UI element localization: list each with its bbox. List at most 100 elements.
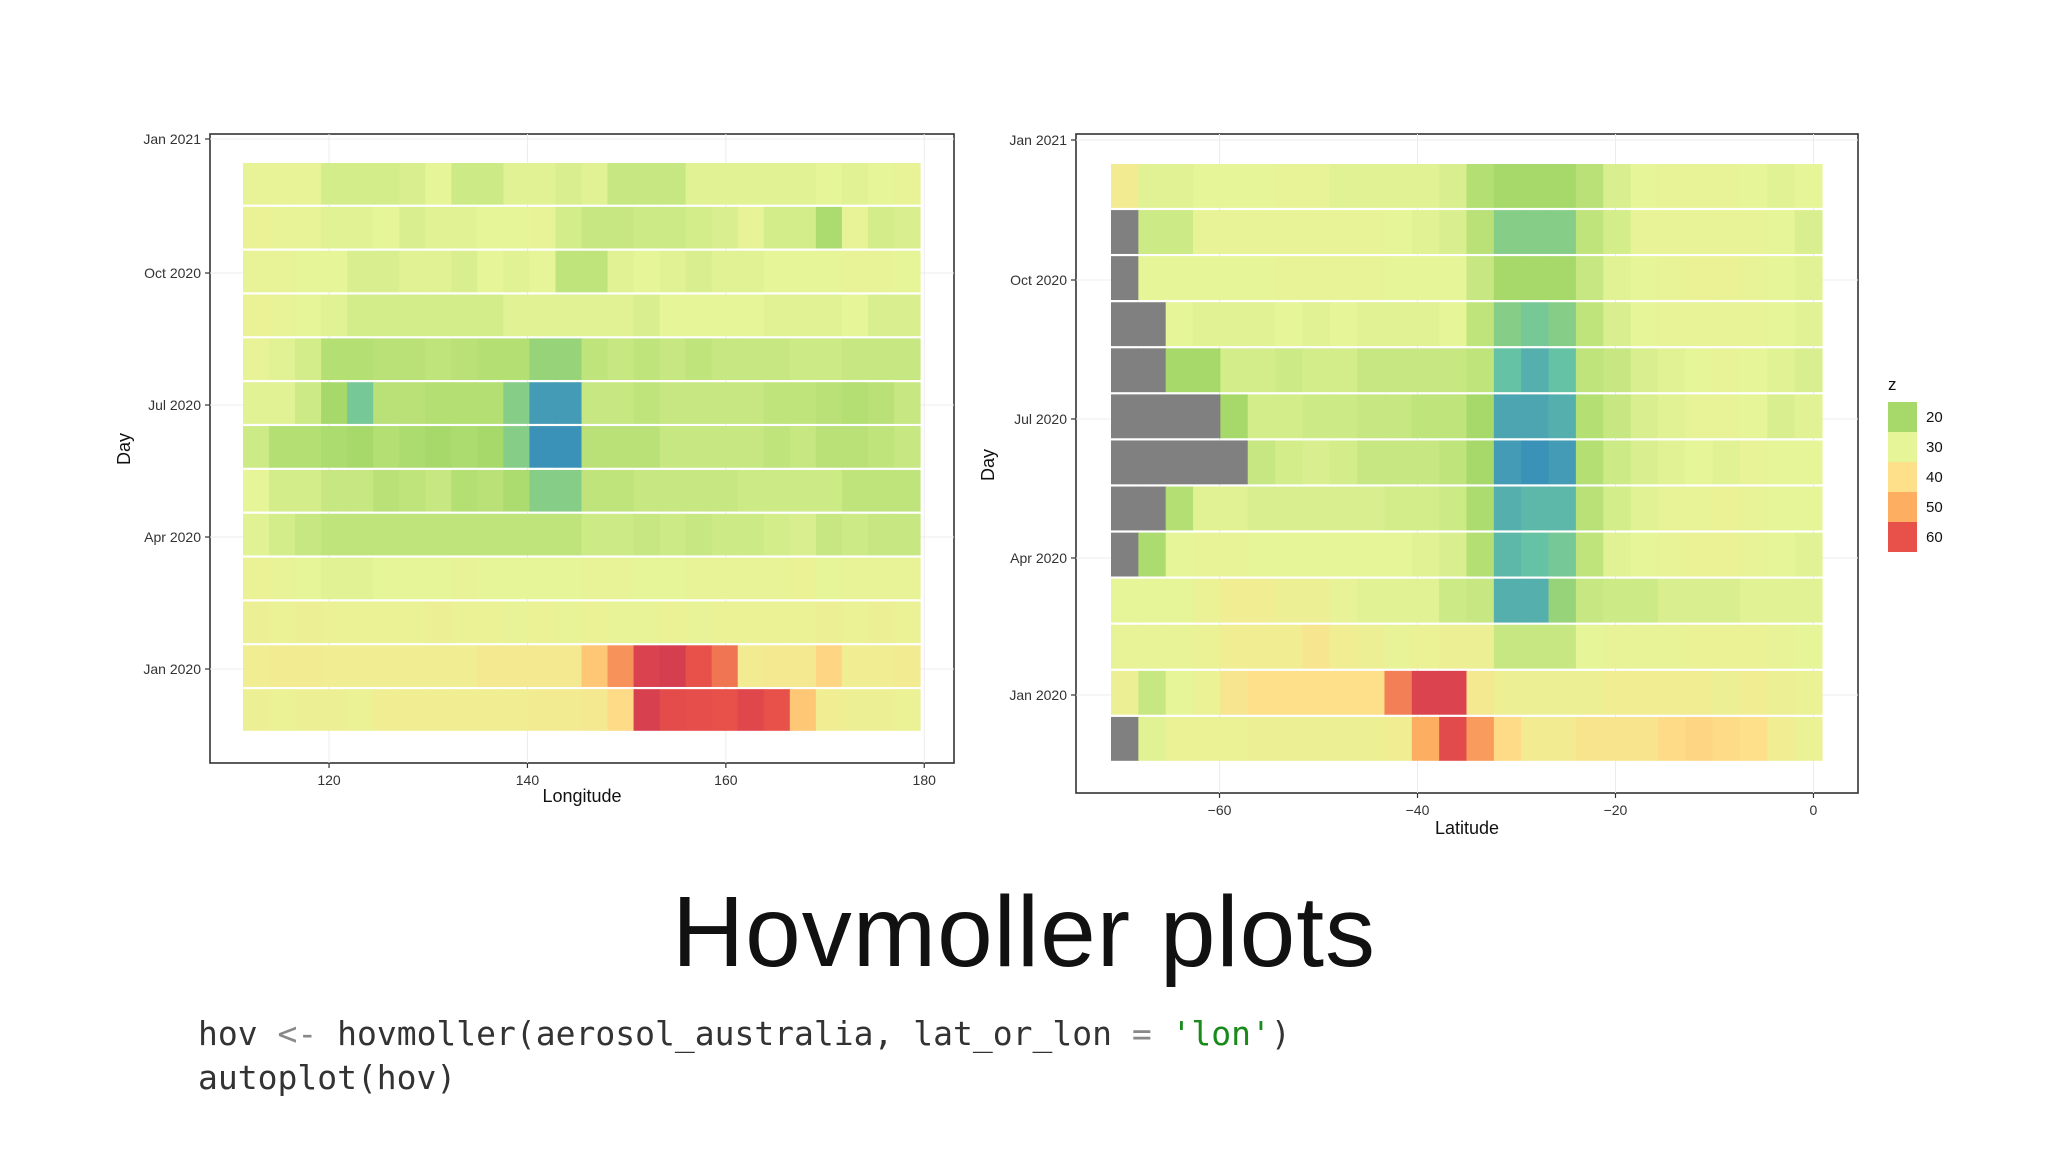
heatmap-cell <box>529 601 557 644</box>
heatmap-cell <box>1739 624 1768 669</box>
heatmap-cell <box>1275 486 1304 531</box>
heatmap-cell <box>841 294 869 337</box>
heatmap-cell <box>1767 716 1796 761</box>
heatmap-cell <box>1411 440 1440 485</box>
heatmap-cell <box>529 426 557 468</box>
heatmap-cell <box>867 206 895 249</box>
heatmap-cell <box>503 206 531 249</box>
heatmap-cell <box>243 382 270 424</box>
heatmap-cell <box>269 601 296 644</box>
heatmap-cell <box>815 382 843 424</box>
heatmap-cell <box>815 338 843 381</box>
heatmap-cell <box>1220 394 1249 439</box>
heatmap-cell <box>1493 440 1522 485</box>
heatmap-cell <box>763 601 791 644</box>
heatmap-cell <box>321 601 348 644</box>
heatmap-cell <box>321 163 348 205</box>
heatmap-cell <box>1384 486 1413 531</box>
heatmap-cell <box>893 469 921 512</box>
heatmap-cell <box>1384 302 1413 347</box>
heatmap-cell <box>607 513 635 556</box>
heatmap-cell <box>789 294 817 337</box>
heatmap-cell <box>1165 716 1194 761</box>
heatmap-cell <box>1712 302 1741 347</box>
code-line-1: hov <- hovmoller(aerosol_australia, lat_… <box>198 1012 1291 1056</box>
heatmap-cell <box>373 294 400 337</box>
heatmap-cell <box>529 513 557 556</box>
heatmap-cell <box>1548 578 1577 623</box>
heatmap-cell <box>1739 578 1768 623</box>
heatmap-cell <box>1712 486 1741 531</box>
heatmap-cell <box>841 689 869 731</box>
heatmap-cell <box>1329 164 1358 208</box>
heatmap-cell <box>503 426 531 468</box>
heatmap-cell <box>1466 302 1495 347</box>
heatmap-cell <box>1603 624 1632 669</box>
heatmap-cell <box>763 294 791 337</box>
heatmap-cell <box>269 513 296 556</box>
heatmap-cell <box>1603 670 1632 715</box>
heatmap-cell <box>1138 578 1167 623</box>
code-line-2: autoplot(hov) <box>198 1058 457 1097</box>
heatmap-cell <box>1329 348 1358 393</box>
heatmap-cell <box>1111 348 1139 393</box>
heatmap-cell <box>1575 578 1604 623</box>
heatmap-cell <box>815 294 843 337</box>
heatmap-cell <box>1247 348 1276 393</box>
heatmap-cell <box>1767 440 1796 485</box>
heatmap-cell <box>1384 532 1413 577</box>
heatmap-cell <box>269 689 296 731</box>
heatmap-cell <box>451 163 478 205</box>
heatmap-cell <box>659 469 687 512</box>
heatmap-cell <box>373 338 400 381</box>
heatmap-cell <box>503 250 531 293</box>
heatmap-cell <box>1275 394 1304 439</box>
heatmap-cell <box>1247 164 1276 208</box>
heatmap-cell <box>321 426 348 468</box>
heatmap-cell <box>1685 302 1714 347</box>
heatmap-cell <box>1739 302 1768 347</box>
heatmap-cell <box>373 426 400 468</box>
heatmap-cell <box>1657 210 1686 254</box>
heatmap-cell <box>1739 348 1768 393</box>
heatmap-cell <box>607 382 635 424</box>
heatmap-cell <box>685 294 713 337</box>
code-token: hov <box>198 1014 258 1053</box>
heatmap-cell <box>1630 210 1659 254</box>
heatmap-cell <box>425 426 452 468</box>
heatmap-cell <box>1439 624 1468 669</box>
heatmap-cell <box>659 250 687 293</box>
heatmap-cell <box>1165 302 1194 347</box>
heatmap-cell <box>1712 624 1741 669</box>
heatmap-cell <box>1193 164 1221 208</box>
heatmap-cell <box>893 382 921 424</box>
heatmap-cell <box>1302 394 1331 439</box>
heatmap-cell <box>659 338 687 381</box>
heatmap-cell <box>451 250 478 293</box>
heatmap-cell <box>269 163 296 205</box>
heatmap-cell <box>1111 302 1139 347</box>
heatmap-cell <box>1275 624 1304 669</box>
heatmap-cell <box>1657 440 1686 485</box>
heatmap-cell <box>711 513 739 556</box>
heatmap-cell <box>789 250 817 293</box>
heatmap-cell <box>685 557 713 600</box>
heatmap-cell <box>243 250 270 293</box>
heatmap-cell <box>1357 164 1386 208</box>
heatmap-cell <box>1302 302 1331 347</box>
heatmap-cell <box>425 557 452 600</box>
heatmap-cell <box>1411 486 1440 531</box>
heatmap-cell <box>1767 348 1796 393</box>
x-axis-ticks: −60 −40 −20 0 <box>1208 793 1818 818</box>
heatmap-cell <box>867 469 895 512</box>
heatmap-cell <box>1712 210 1741 254</box>
heatmap-cell <box>295 557 322 600</box>
heatmap-cell <box>1685 716 1714 761</box>
heatmap-cell <box>1739 440 1768 485</box>
heatmap-cell <box>1329 532 1358 577</box>
code-string: 'lon' <box>1151 1014 1271 1053</box>
heatmap-cell <box>555 645 583 687</box>
heatmap-cell <box>1603 486 1632 531</box>
heatmap-cell <box>815 426 843 468</box>
heatmap-cell <box>1193 256 1221 301</box>
